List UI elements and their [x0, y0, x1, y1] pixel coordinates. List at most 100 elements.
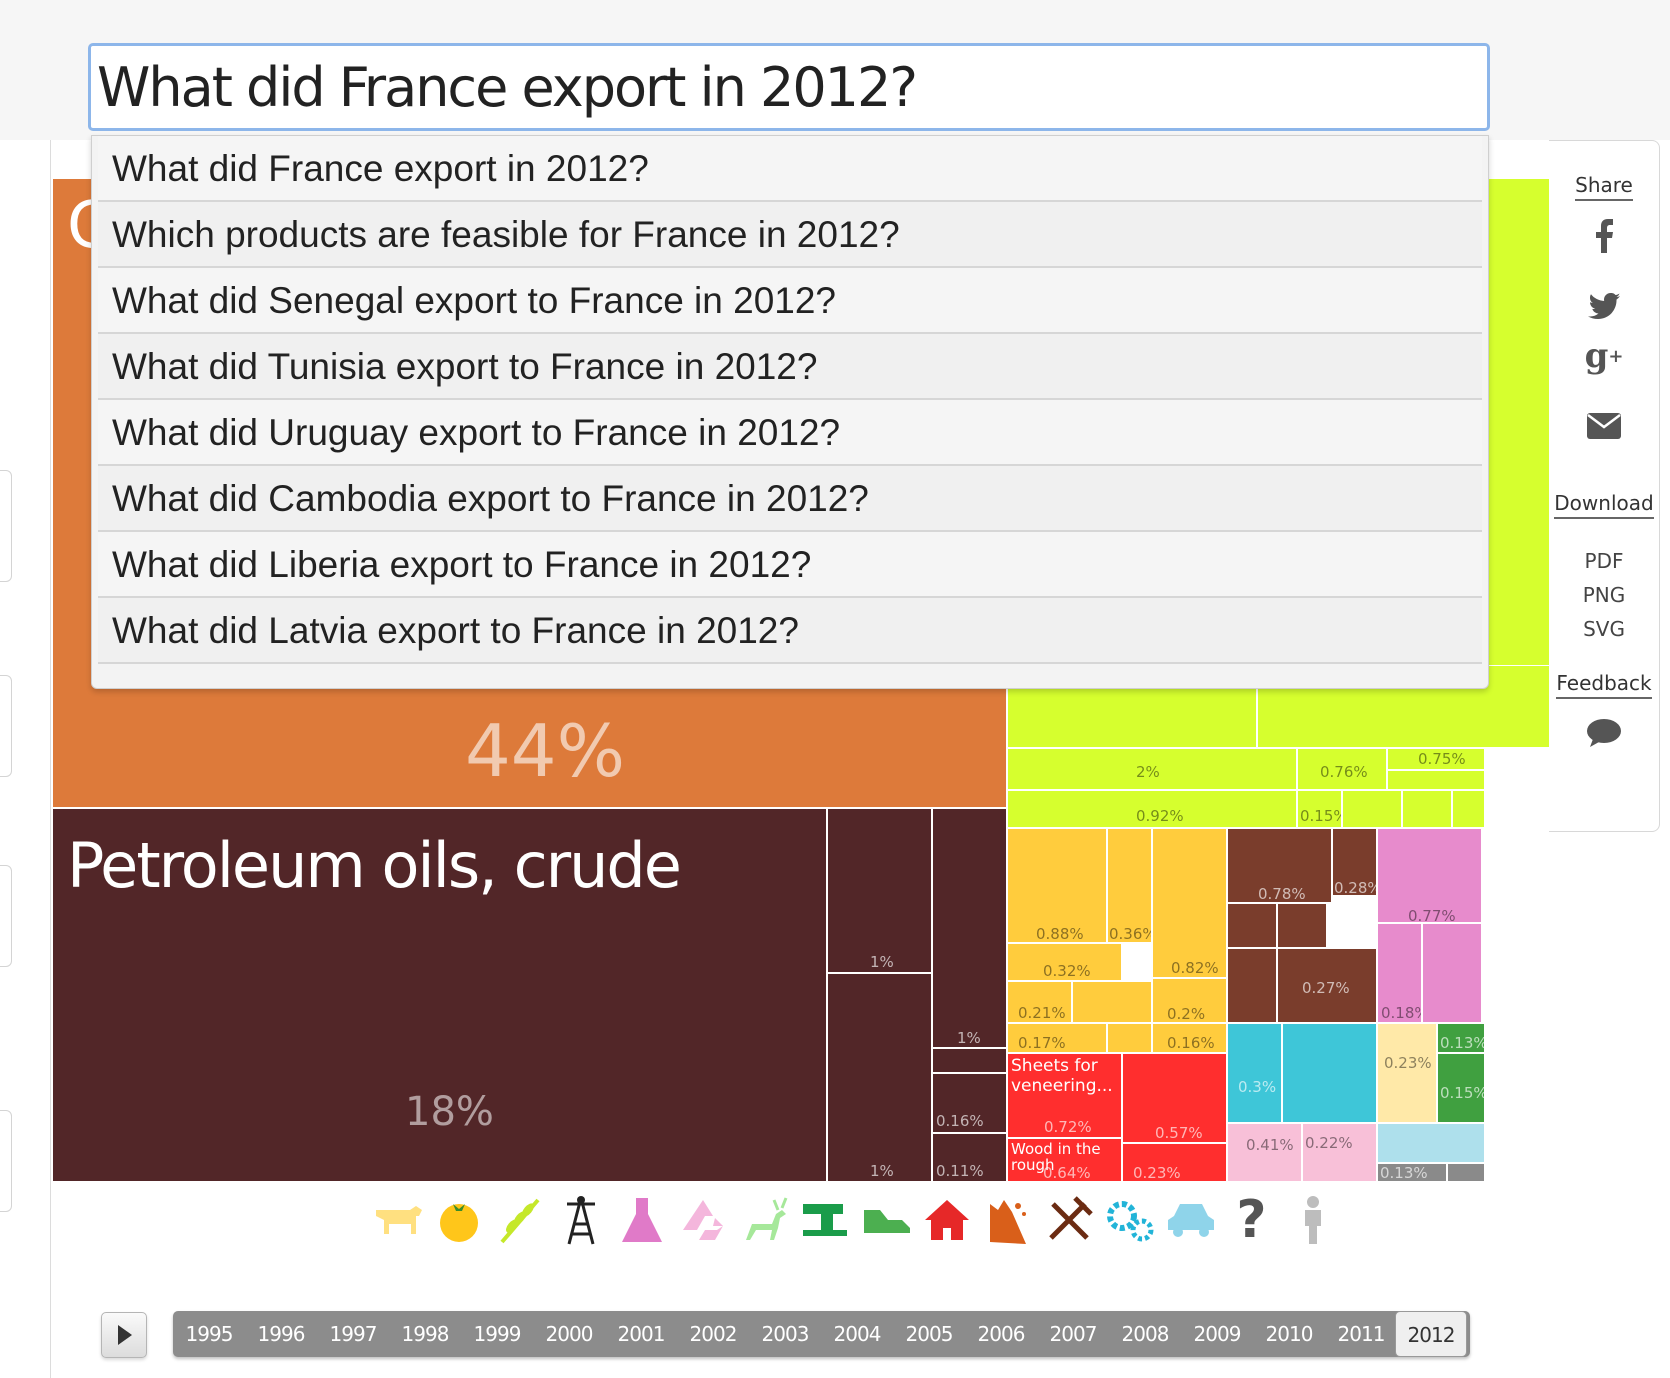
- treemap-tile[interactable]: 0.13%: [1437, 1023, 1485, 1053]
- feedback-heading[interactable]: Feedback: [1549, 671, 1659, 699]
- treemap-tile[interactable]: 0.16%: [1152, 1023, 1227, 1053]
- year-2001[interactable]: 2001: [617, 1322, 666, 1346]
- year-2012-selected[interactable]: 2012: [1395, 1311, 1467, 1357]
- treemap-tile[interactable]: 0.16%: [932, 1073, 1007, 1133]
- year-1995[interactable]: 1995: [185, 1322, 234, 1346]
- stone-icon[interactable]: [980, 1192, 1035, 1247]
- car-icon[interactable]: [1163, 1192, 1218, 1247]
- treemap-tile[interactable]: [1107, 1023, 1152, 1053]
- year-2011[interactable]: 2011: [1337, 1322, 1386, 1346]
- treemap-tile[interactable]: 0.77%: [1377, 828, 1482, 923]
- treemap-tile[interactable]: 0.78%: [1227, 828, 1332, 903]
- chemicals-icon[interactable]: [614, 1192, 669, 1247]
- year-2004[interactable]: 2004: [833, 1322, 882, 1346]
- oil-rig-icon[interactable]: [553, 1192, 608, 1247]
- year-1997[interactable]: 1997: [329, 1322, 378, 1346]
- question-icon[interactable]: ?: [1236, 1189, 1267, 1250]
- treemap-tile[interactable]: 0.36%: [1107, 828, 1152, 943]
- treemap-tile[interactable]: 0.2%: [1152, 978, 1227, 1023]
- treemap-tile[interactable]: 0.17%: [1007, 1023, 1107, 1053]
- treemap-tile[interactable]: [1227, 948, 1277, 1023]
- suggestion-item[interactable]: What did Cambodia export to France in 20…: [98, 466, 1482, 532]
- treemap-tile[interactable]: 0.11%: [932, 1133, 1007, 1182]
- treemap-tile[interactable]: 1%: [827, 973, 932, 1182]
- treemap-tile[interactable]: 1%: [827, 808, 932, 973]
- suggestion-item[interactable]: What did Senegal export to France in 201…: [98, 268, 1482, 334]
- suggestion-item[interactable]: What did France export in 2012?: [98, 136, 1482, 202]
- treemap-tile[interactable]: 0.41%: [1227, 1123, 1302, 1182]
- treemap-tile[interactable]: 0.21%: [1007, 981, 1072, 1023]
- year-2005[interactable]: 2005: [905, 1322, 954, 1346]
- treemap-tile[interactable]: 0.92%: [1007, 790, 1297, 828]
- chat-bubble-icon[interactable]: [1579, 713, 1629, 753]
- twitter-icon[interactable]: [1579, 286, 1629, 326]
- treemap-tile[interactable]: 2%: [1007, 748, 1297, 790]
- treemap-tile[interactable]: [1447, 1163, 1485, 1182]
- treemap-tile[interactable]: [1377, 1123, 1485, 1163]
- sewing-machine-icon[interactable]: [797, 1192, 852, 1247]
- google-plus-icon[interactable]: g +: [1584, 336, 1624, 376]
- treemap-tile-veneering[interactable]: Sheets for veneering... 0.72%: [1007, 1053, 1122, 1138]
- suggestion-item[interactable]: Which products are feasible for France i…: [98, 202, 1482, 268]
- suggestion-item[interactable]: What did Liberia export to France in 201…: [98, 532, 1482, 598]
- treemap-tile-petroleum[interactable]: Petroleum oils, crude 18%: [52, 808, 827, 1182]
- treemap-tile[interactable]: [1452, 790, 1485, 828]
- treemap-tile[interactable]: 0.23%: [1122, 1143, 1227, 1182]
- treemap-tile[interactable]: [1227, 903, 1277, 948]
- suggestion-item[interactable]: What did Tunisia export to France in 201…: [98, 334, 1482, 400]
- grain-icon[interactable]: [492, 1192, 547, 1247]
- year-1999[interactable]: 1999: [473, 1322, 522, 1346]
- treemap-tile[interactable]: 0.88%: [1007, 828, 1107, 943]
- treemap-tile[interactable]: 0.22%: [1302, 1123, 1377, 1182]
- treemap-tile[interactable]: [1277, 903, 1327, 948]
- treemap-tile[interactable]: 0.82%: [1152, 828, 1227, 978]
- email-icon[interactable]: [1579, 406, 1629, 446]
- treemap-tile-wood[interactable]: Wood in the rough: [1007, 1138, 1122, 1182]
- treemap-tile[interactable]: 0.27%: [1277, 948, 1377, 1023]
- treemap-tile[interactable]: [1387, 770, 1485, 790]
- treemap-tile[interactable]: 0.75%: [1387, 748, 1485, 770]
- left-panel-box[interactable]: [0, 675, 12, 777]
- play-button[interactable]: [101, 1312, 147, 1358]
- year-2007[interactable]: 2007: [1049, 1322, 1098, 1346]
- treemap-tile[interactable]: 0.3%: [1227, 1023, 1282, 1123]
- suggestion-item[interactable]: What did Uruguay export to France in 201…: [98, 400, 1482, 466]
- suggestion-item[interactable]: What did Latvia export to France in 2012…: [98, 598, 1482, 664]
- year-2008[interactable]: 2008: [1121, 1322, 1170, 1346]
- animal-icon[interactable]: [370, 1192, 425, 1247]
- treemap-tile[interactable]: [1342, 790, 1402, 828]
- shoe-icon[interactable]: [858, 1192, 913, 1247]
- treemap-tile[interactable]: [1072, 981, 1152, 1023]
- year-2000[interactable]: 2000: [545, 1322, 594, 1346]
- treemap-tile[interactable]: 0.15%: [1297, 790, 1342, 828]
- deer-icon[interactable]: [736, 1192, 791, 1247]
- left-panel-box[interactable]: [0, 470, 12, 582]
- treemap-tile[interactable]: 0.32%: [1007, 943, 1122, 981]
- house-icon[interactable]: [919, 1192, 974, 1247]
- download-png-link[interactable]: PNG: [1582, 583, 1626, 607]
- treemap-tile[interactable]: 0.18%: [1377, 923, 1422, 1023]
- year-2003[interactable]: 2003: [761, 1322, 810, 1346]
- download-svg-link[interactable]: SVG: [1583, 617, 1625, 641]
- treemap-tile[interactable]: 0.23%: [1377, 1023, 1437, 1123]
- treemap-tile[interactable]: 0.76%: [1297, 748, 1387, 790]
- gears-icon[interactable]: [1102, 1192, 1157, 1247]
- year-2002[interactable]: 2002: [689, 1322, 738, 1346]
- search-input[interactable]: What did France export in 2012?: [88, 43, 1490, 131]
- treemap-tile[interactable]: 1%: [932, 808, 1007, 1048]
- treemap-tile[interactable]: 0.57%: [1122, 1053, 1227, 1143]
- year-2006[interactable]: 2006: [977, 1322, 1026, 1346]
- treemap-tile[interactable]: [1422, 923, 1482, 1023]
- left-panel-box[interactable]: [0, 865, 12, 967]
- treemap-tile[interactable]: [1282, 1023, 1377, 1123]
- year-2010[interactable]: 2010: [1265, 1322, 1314, 1346]
- treemap-tile[interactable]: [932, 1048, 1007, 1073]
- year-1996[interactable]: 1996: [257, 1322, 306, 1346]
- download-pdf-link[interactable]: PDF: [1584, 549, 1624, 573]
- facebook-icon[interactable]: [1579, 216, 1629, 256]
- recycle-icon[interactable]: [675, 1192, 730, 1247]
- left-panel-box[interactable]: [0, 1110, 12, 1212]
- vegetable-icon[interactable]: [431, 1192, 486, 1247]
- treemap-tile[interactable]: 0.28%: [1332, 828, 1377, 896]
- misc-icon[interactable]: [1285, 1192, 1340, 1247]
